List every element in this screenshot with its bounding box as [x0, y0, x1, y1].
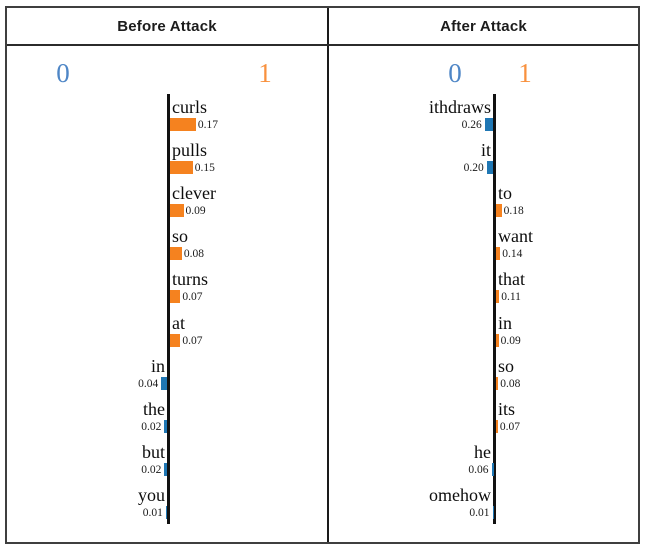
- bar-value-label: 0.07: [182, 334, 203, 347]
- bar-value-label: 0.02: [141, 463, 162, 476]
- class1-bar: [495, 333, 499, 347]
- bar-word-label: so: [498, 355, 515, 376]
- after-attack-header: After Attack: [327, 8, 638, 44]
- class0-bar: [492, 505, 494, 519]
- class1-bar: [495, 247, 501, 261]
- bar-word-label: in: [498, 312, 513, 333]
- bar-value-label: 0.15: [194, 162, 215, 175]
- before-attack-chart: 0 1 curls 0.17 pulls 0.15 clever 0.09 so 0.08 turn…: [7, 46, 327, 542]
- class1-bar: [169, 290, 181, 304]
- bar-word-label: the: [143, 398, 165, 419]
- class-1-label: 1: [518, 58, 532, 88]
- after-attack-chart: 0 1 ithdraws 0.26 it 0.20 to 0.18 want 0.14 that 0.…: [327, 46, 638, 542]
- bar-word-label: want: [498, 226, 533, 247]
- class-0-label: 0: [448, 58, 462, 88]
- bar-value-label: 0.06: [468, 463, 489, 476]
- bar-value-label: 0.20: [463, 162, 484, 175]
- bar-value-label: 0.07: [499, 420, 521, 433]
- class1-bar: [169, 247, 182, 261]
- bar-value-label: 0.26: [461, 119, 482, 131]
- bar-value-label: 0.08: [183, 248, 205, 261]
- bar-word-label: turns: [172, 269, 208, 290]
- bar-word-label: in: [150, 355, 165, 376]
- bar-value-label: 0.17: [197, 119, 219, 131]
- bar-value-label: 0.04: [138, 377, 159, 390]
- class0-bar: [486, 161, 494, 175]
- bar-word-label: its: [498, 398, 516, 419]
- class0-bar: [165, 505, 168, 519]
- class1-bar: [169, 204, 184, 218]
- bar-word-label: it: [480, 140, 491, 161]
- bar-word-label: curls: [172, 97, 207, 117]
- class0-bar: [491, 462, 494, 476]
- bar-word-label: ithdraws: [429, 97, 491, 117]
- bar-word-label: at: [172, 312, 185, 333]
- table-header-row: Before Attack After Attack: [7, 8, 638, 46]
- table-body-row: 0 1 curls 0.17 pulls 0.15 clever 0.09 so 0.08 turn…: [7, 46, 638, 542]
- class1-bar: [495, 376, 499, 390]
- bar-value-label: 0.02: [141, 420, 162, 433]
- class0-bar: [161, 376, 168, 390]
- class1-bar: [169, 161, 193, 175]
- bar-word-label: you: [138, 484, 165, 505]
- bar-value-label: 0.09: [500, 334, 521, 347]
- bar-value-label: 0.14: [502, 248, 523, 261]
- bar-word-label: he: [474, 441, 491, 462]
- bar-word-label: to: [498, 183, 513, 204]
- class0-bar: [164, 419, 168, 433]
- class0-bar: [164, 462, 168, 476]
- bar-value-label: 0.07: [182, 291, 203, 304]
- bar-word-label: pulls: [172, 140, 208, 161]
- class1-bar: [495, 204, 502, 218]
- class0-bar: [484, 118, 494, 131]
- bar-value-label: 0.08: [500, 377, 521, 390]
- bar-word-label: so: [172, 226, 189, 247]
- bar-word-label: but: [141, 441, 165, 462]
- axis-line: [167, 94, 170, 524]
- class-1-label: 1: [258, 58, 272, 88]
- class1-bar: [495, 290, 500, 304]
- before-attack-header: Before Attack: [117, 17, 217, 35]
- bar-word-label: that: [498, 269, 525, 290]
- bar-word-label: clever: [172, 183, 216, 204]
- class1-bar: [169, 333, 181, 347]
- class1-bar: [169, 118, 196, 131]
- bar-word-label: omehow: [429, 484, 491, 505]
- axis-line: [493, 94, 496, 524]
- bar-value-label: 0.09: [185, 205, 206, 218]
- bar-value-label: 0.01: [469, 506, 490, 519]
- comparison-table: Before Attack After Attack 0 1 curls 0.17 pu…: [5, 6, 640, 544]
- class-0-label: 0: [56, 58, 70, 88]
- bar-value-label: 0.01: [142, 506, 163, 519]
- bar-value-label: 0.11: [501, 291, 521, 304]
- bar-value-label: 0.18: [503, 205, 524, 218]
- class1-bar: [495, 419, 498, 433]
